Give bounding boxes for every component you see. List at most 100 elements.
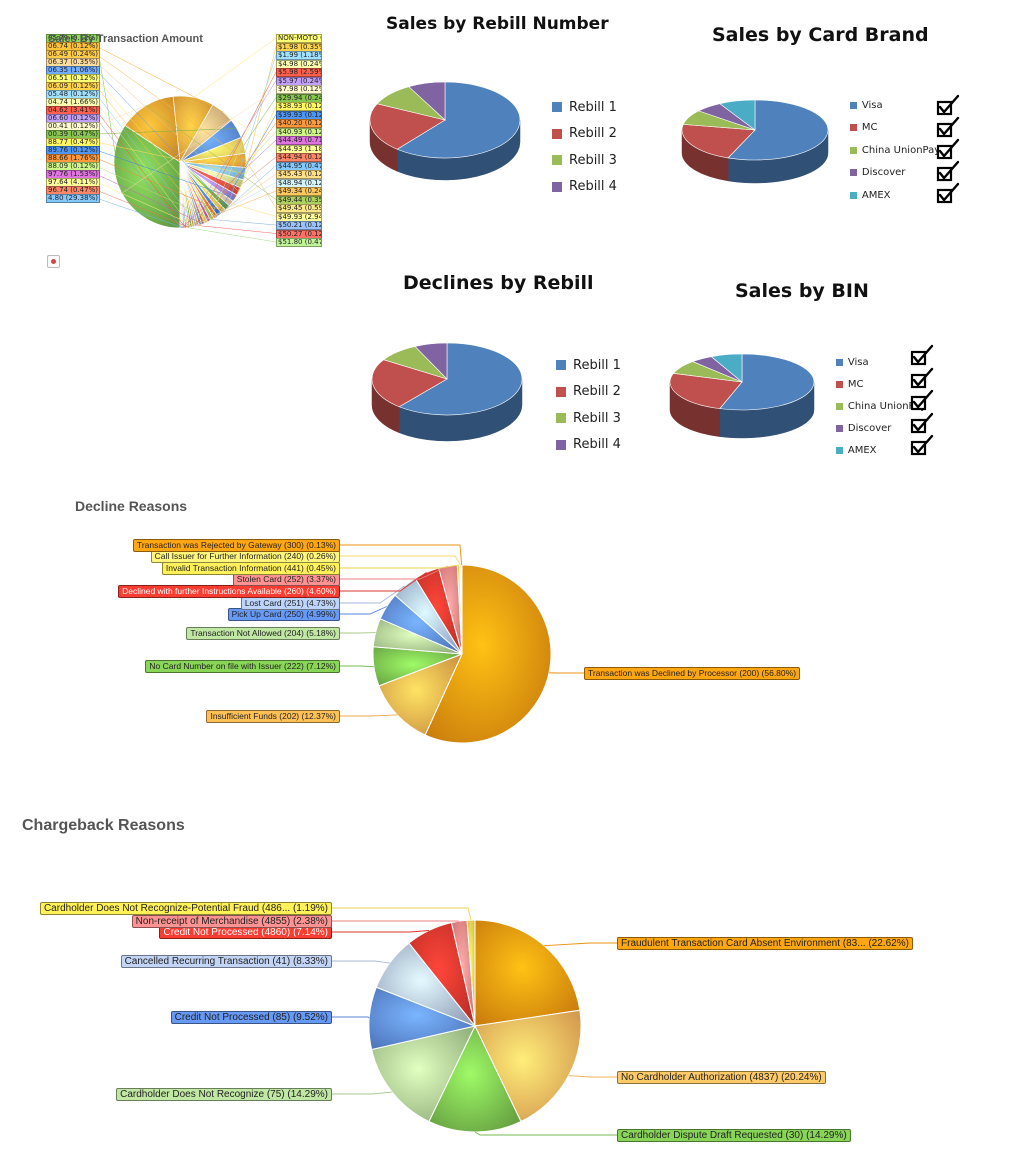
legend-swatch — [836, 402, 843, 410]
legend-label: China UnionPay — [847, 400, 927, 412]
pie-slice-mc — [669, 373, 743, 409]
leader-line — [188, 131, 277, 228]
leader-line — [95, 149, 236, 199]
rebill-number-title: Sales by Rebill Number — [386, 14, 609, 34]
leader-line — [95, 157, 224, 212]
pie-slice-amex — [710, 353, 743, 383]
legend-checkbox[interactable] — [936, 160, 964, 184]
legend-item-amex: AMEX — [850, 184, 940, 207]
chargeback-reasons-pie — [332, 907, 617, 1136]
legend-checkbox[interactable] — [936, 116, 964, 140]
legend-checkbox[interactable] — [936, 182, 964, 206]
legend-swatch — [552, 181, 562, 192]
leader-line — [95, 181, 196, 227]
leader-line — [95, 141, 245, 175]
slice-label: Cardholder Does Not Recognize (75) (14.2… — [116, 1088, 332, 1101]
leader-line — [145, 105, 277, 200]
legend-item-rebill-4: Rebill 4 — [552, 174, 617, 201]
pie-slice-rebill-4 — [414, 342, 448, 380]
slice-label: Insufficient Funds (202) (12.37%) — [206, 710, 340, 723]
legend-swatch — [556, 413, 566, 424]
leader-line — [195, 71, 277, 227]
leader-line — [121, 88, 277, 194]
pie-slice — [378, 653, 463, 736]
leader-line — [95, 128, 237, 135]
leader-line — [95, 93, 199, 226]
legend-checkbox[interactable] — [910, 434, 938, 458]
legend-checkbox[interactable] — [936, 138, 964, 162]
legend-checkbox[interactable] — [910, 389, 938, 413]
legend-item-rebill-1: Rebill 1 — [552, 94, 617, 121]
legend-item-rebill-3: Rebill 3 — [556, 405, 621, 432]
legend-label: Rebill 2 — [569, 126, 617, 142]
legend-label: Rebill 3 — [569, 152, 617, 168]
legend-item-rebill-2: Rebill 2 — [556, 379, 621, 406]
legend-swatch — [552, 155, 562, 166]
leader-line — [95, 105, 146, 127]
leader-line — [340, 665, 374, 668]
pie-slice — [179, 161, 182, 229]
slice-label: Non-receipt of Merchandise (4855) (2.38%… — [131, 915, 332, 928]
legend-swatch — [836, 380, 843, 388]
legend-swatch — [556, 386, 566, 397]
rebill-number-legend: Rebill 1 Rebill 2 Rebill 3 Rebill 4 — [552, 94, 617, 200]
legend-item-rebill-2: Rebill 2 — [552, 121, 617, 148]
legend-label: Discover — [861, 167, 906, 179]
leader-line — [95, 61, 240, 192]
legend-label: Visa — [847, 356, 869, 368]
leader-line — [544, 942, 617, 947]
leader-line — [332, 930, 430, 933]
leader-line — [340, 585, 405, 604]
card-brand-legend: Visa MC China UnionPay Discover AMEX — [850, 94, 940, 207]
legend-label: Visa — [861, 99, 883, 111]
leader-line — [181, 139, 277, 229]
leader-line — [332, 907, 472, 921]
slice-label: Credit Not Processed (85) (9.52%) — [170, 1011, 332, 1024]
leader-line — [332, 1091, 393, 1095]
legend-label: Rebill 4 — [573, 437, 621, 453]
pie-slice — [474, 919, 581, 1027]
legend-item-visa: Visa — [850, 94, 940, 117]
legend-checkbox[interactable] — [936, 94, 964, 118]
legend-label: Rebill 3 — [573, 410, 621, 426]
legend-label: China UnionPay — [861, 144, 941, 156]
slice-label: Transaction Not Allowed (204) (5.18%) — [186, 627, 340, 640]
leader-line — [332, 960, 390, 964]
leader-line — [95, 117, 182, 229]
legend-swatch — [556, 439, 566, 450]
legend-checkbox[interactable] — [910, 412, 938, 436]
legend-label: AMEX — [861, 189, 891, 201]
legend-item-china-unionpay: China UnionPay — [836, 395, 926, 417]
leader-line — [95, 173, 204, 225]
card-brand-pie — [681, 99, 829, 184]
leader-line — [340, 555, 461, 566]
leader-line — [193, 37, 277, 98]
declines-rebill-legend: Rebill 1 Rebill 2 Rebill 3 Rebill 4 — [556, 352, 621, 458]
slice-label: Declined with further Instructions Avail… — [118, 585, 340, 598]
legend-swatch — [552, 128, 562, 139]
leader-line — [340, 714, 398, 717]
pie-slice-rebill-2 — [369, 103, 446, 150]
leader-line — [215, 114, 277, 218]
legend-label: Rebill 4 — [569, 179, 617, 195]
leader-line — [208, 63, 277, 222]
leader-line — [197, 225, 277, 234]
slice-label: Cancelled Recurring Transaction (41) (8.… — [120, 955, 332, 968]
legend-swatch — [836, 424, 843, 432]
legend-item-visa: Visa — [836, 351, 926, 373]
legend-swatch — [850, 124, 857, 132]
slice-label: Fraudulent Transaction Card Absent Envir… — [617, 937, 913, 950]
bin-title: Sales by BIN — [735, 280, 869, 302]
card-brand-title: Sales by Card Brand — [712, 24, 929, 46]
legend-checkbox[interactable] — [910, 367, 938, 391]
decline-reasons-panel: Decline Reasons Transaction was Declined… — [0, 490, 1012, 770]
legend-checkbox[interactable] — [910, 344, 938, 368]
leader-line — [95, 101, 192, 228]
legend-item-rebill-3: Rebill 3 — [552, 147, 617, 174]
refresh-icon[interactable] — [47, 255, 60, 268]
leader-line — [95, 85, 207, 223]
slice-label: No Cardholder Authorization (4837) (20.2… — [617, 1071, 826, 1084]
leader-line — [95, 53, 247, 161]
legend-label: MC — [861, 122, 878, 134]
transaction-amount-pie — [95, 37, 277, 243]
